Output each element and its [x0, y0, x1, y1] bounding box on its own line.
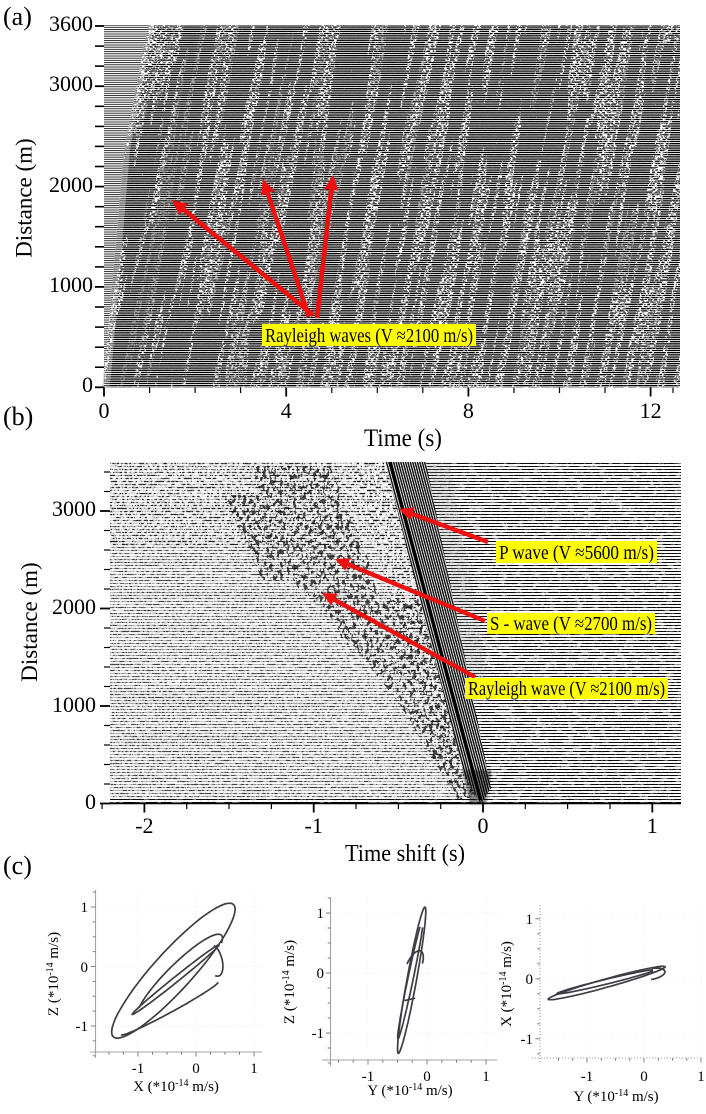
svg-text:2000: 2000: [52, 594, 96, 619]
svg-text:Y (*10-14 m/s): Y (*10-14 m/s): [367, 1082, 452, 1099]
svg-text:8: 8: [463, 398, 474, 423]
svg-text:Z (*10-14 m/s): Z (*10-14 m/s): [45, 932, 62, 1016]
svg-text:X (*10-14 m/s): X (*10-14 m/s): [498, 941, 515, 1027]
svg-text:1: 1: [482, 1069, 490, 1085]
svg-text:Time (s): Time (s): [364, 425, 442, 452]
svg-text:1: 1: [81, 900, 89, 916]
svg-text:1000: 1000: [52, 692, 96, 717]
svg-text:-1: -1: [305, 813, 323, 838]
svg-text:(a): (a): [3, 2, 32, 31]
svg-text:(b): (b): [3, 402, 33, 431]
svg-text:0: 0: [85, 789, 96, 814]
svg-text:1: 1: [697, 1069, 705, 1085]
svg-text:1: 1: [317, 906, 325, 922]
svg-text:-2: -2: [135, 813, 153, 838]
svg-text:Rayleigh waves (V ≈2100 m/s): Rayleigh waves (V ≈2100 m/s): [265, 325, 473, 347]
svg-text:0: 0: [192, 1061, 200, 1077]
svg-text:1: 1: [526, 912, 534, 928]
svg-text:Distance (m): Distance (m): [12, 138, 37, 257]
svg-text:0: 0: [478, 813, 489, 838]
svg-text:-1: -1: [521, 1032, 534, 1048]
svg-text:-1: -1: [312, 1026, 325, 1042]
svg-text:0: 0: [526, 972, 534, 988]
svg-text:3600: 3600: [49, 11, 93, 36]
svg-text:Rayleigh wave (V ≈2100 m/s): Rayleigh wave (V ≈2100 m/s): [468, 678, 665, 700]
svg-text:(c): (c): [3, 851, 32, 880]
svg-text:1000: 1000: [49, 272, 93, 297]
svg-text:Distance (m): Distance (m): [17, 562, 42, 681]
svg-text:-1: -1: [132, 1061, 145, 1077]
svg-text:0: 0: [317, 966, 325, 982]
svg-text:2000: 2000: [49, 172, 93, 197]
svg-text:3000: 3000: [52, 496, 96, 521]
svg-text:0: 0: [82, 372, 93, 397]
svg-text:0: 0: [99, 398, 110, 423]
svg-text:-1: -1: [362, 1069, 375, 1085]
svg-text:0: 0: [81, 960, 89, 976]
svg-text:1: 1: [250, 1061, 258, 1077]
svg-text:3000: 3000: [49, 71, 93, 96]
svg-text:Time shift (s): Time shift (s): [345, 841, 465, 867]
svg-text:1: 1: [647, 813, 658, 838]
svg-text:X (*10-14 m/s): X (*10-14 m/s): [133, 1078, 219, 1095]
svg-text:4: 4: [281, 398, 292, 423]
svg-text:Z (*10-14 m/s): Z (*10-14 m/s): [281, 940, 298, 1024]
svg-text:Y (*10-14 m/s): Y (*10-14 m/s): [573, 1088, 658, 1105]
svg-text:S - wave (V ≈2700 m/s): S - wave (V ≈2700 m/s): [490, 613, 652, 635]
svg-text:12: 12: [640, 398, 662, 423]
svg-text:0: 0: [640, 1069, 648, 1085]
svg-text:P wave (V ≈5600 m/s): P wave (V ≈5600 m/s): [499, 542, 654, 564]
svg-text:-1: -1: [581, 1069, 594, 1085]
svg-text:-1: -1: [76, 1019, 89, 1035]
svg-text:0: 0: [423, 1069, 431, 1085]
